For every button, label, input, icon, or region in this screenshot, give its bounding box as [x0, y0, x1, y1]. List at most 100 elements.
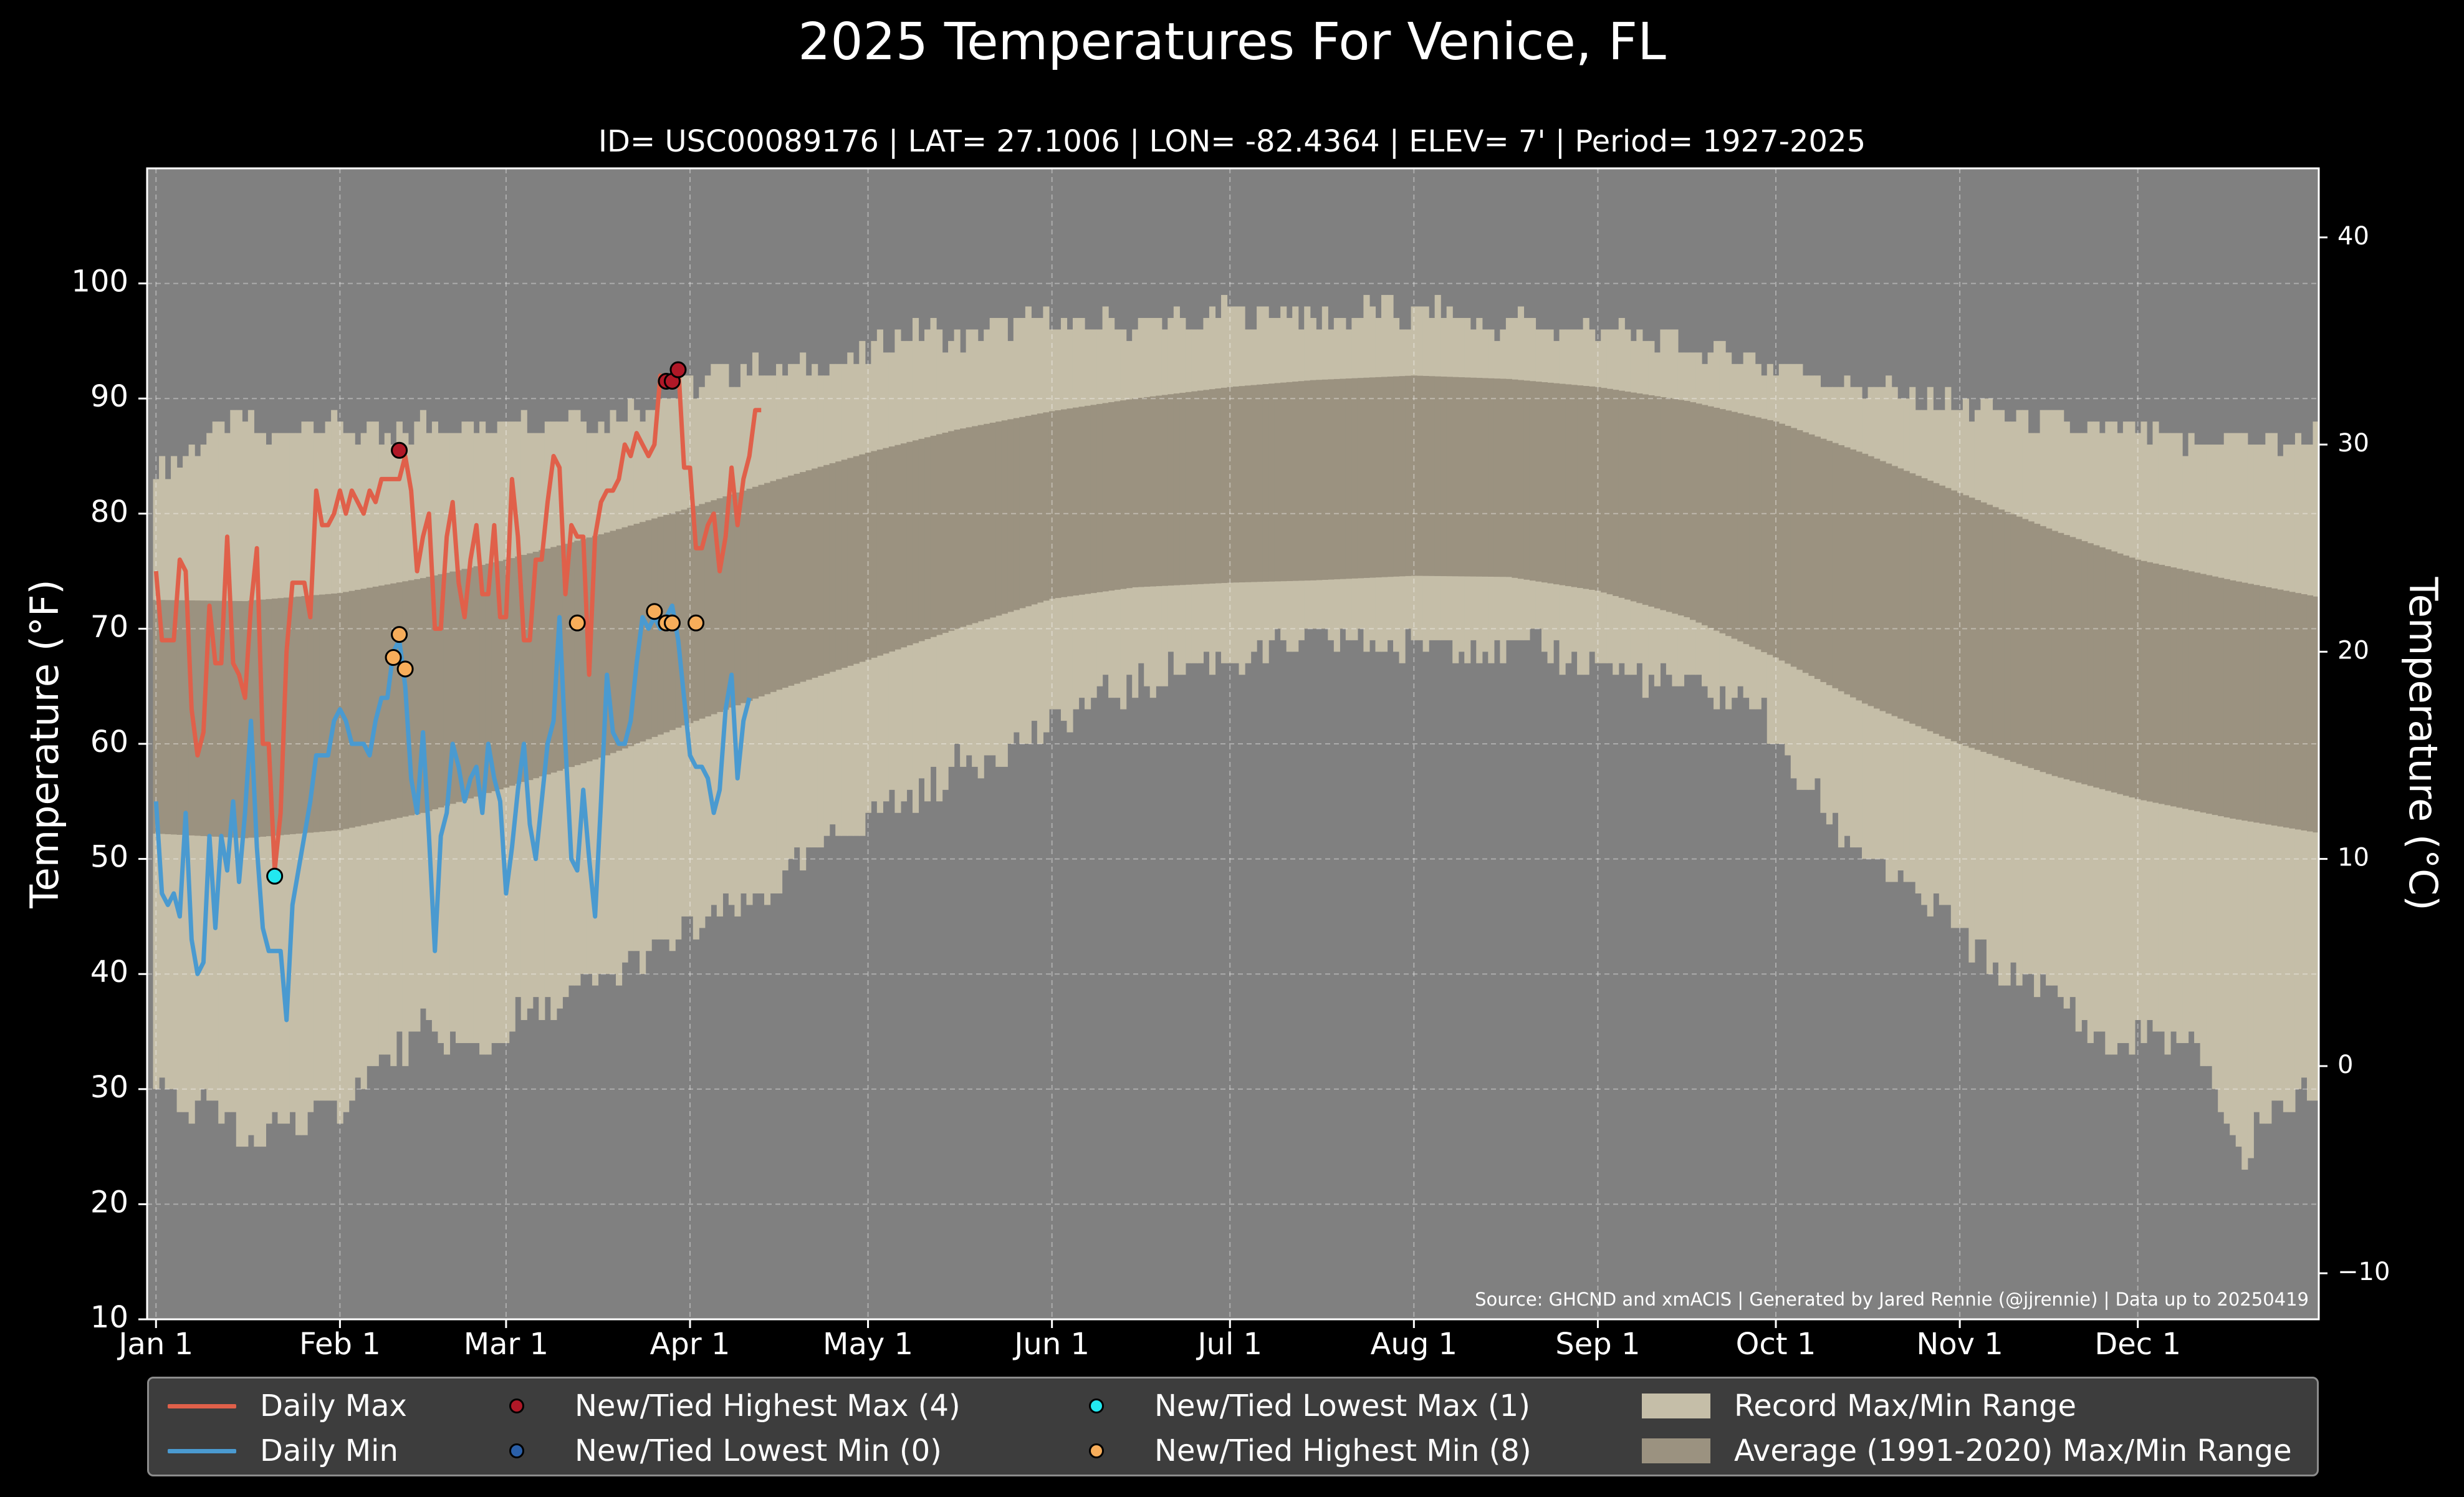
normal-range-bar [1672, 398, 1679, 614]
normal-range-bar [764, 483, 771, 695]
chart-subtitle: ID= USC00089176 | LAT= 27.1006 | LON= -8… [598, 124, 1866, 159]
normal-range-bar [455, 570, 463, 802]
normal-range-bar [734, 492, 741, 706]
normal-range-bar [1025, 415, 1032, 607]
normal-range-bar [1375, 377, 1382, 578]
normal-range-bar [835, 461, 842, 670]
normal-range-bar [1417, 375, 1424, 576]
daily-min-line [153, 604, 752, 1023]
x-tick-label: Oct 1 [1736, 1327, 1816, 1362]
y-tick-label: 40 [90, 955, 128, 989]
normal-range-bar [1968, 498, 1975, 748]
normal-range-bar [616, 529, 623, 751]
y-tick-label: 60 [90, 724, 128, 759]
normal-range-bar [355, 590, 362, 827]
normal-range-bar [1357, 378, 1364, 579]
normal-range-bar [865, 452, 871, 660]
normal-range-bar [628, 525, 635, 746]
normal-range-bar [331, 593, 338, 831]
normal-range-bar [2212, 576, 2218, 816]
normal-range-bar [788, 475, 795, 686]
normal-range-bar [888, 446, 896, 652]
normal-range-bar [295, 596, 302, 834]
normal-range-bar [1239, 386, 1245, 583]
normal-range-bar [1156, 395, 1162, 587]
normal-range-bar [1185, 392, 1192, 585]
normal-range-bar [1945, 488, 1952, 739]
normal-range-bar [883, 448, 889, 654]
normal-range-bar [1055, 410, 1062, 599]
normal-range-bar [2152, 563, 2159, 803]
normal-range-bar [1714, 407, 1720, 631]
normal-range-bar [693, 506, 699, 721]
normal-range-bar [829, 463, 836, 672]
normal-range-bar [1523, 380, 1530, 580]
normal-range-bar [1844, 447, 1851, 695]
normal-range-bar [1179, 392, 1186, 585]
normal-range-bar [960, 428, 967, 627]
normal-range-bar [2046, 528, 2053, 774]
normal-range-bar [2069, 537, 2076, 781]
normal-range-bar [1292, 382, 1299, 581]
normal-range-bar [1102, 403, 1109, 592]
y2-tick-label: −10 [2337, 1258, 2390, 1286]
normal-range-bar [176, 600, 183, 835]
normal-range-bar [1589, 386, 1596, 590]
normal-range-bar [2087, 543, 2094, 786]
normal-range-bar [254, 600, 261, 837]
legend-swatch-lowest-max [1089, 1398, 1104, 1413]
normal-range-bar [1695, 403, 1702, 623]
normal-range-bar [539, 550, 545, 777]
normal-range-bar [230, 600, 237, 838]
legend-item-daily-max: Daily Max [168, 1386, 407, 1426]
normal-range-bar [812, 468, 818, 678]
normal-range-bar [841, 460, 848, 668]
normal-range-bar [782, 477, 789, 688]
x-tick-label: Sep 1 [1555, 1327, 1640, 1362]
normal-range-bar [2206, 575, 2213, 814]
normal-range-bar [2170, 567, 2177, 807]
normal-range-bar [1565, 384, 1572, 587]
normal-range-bar [384, 584, 391, 821]
normal-range-bar [431, 575, 439, 809]
normal-range-bar [212, 600, 219, 837]
normal-range-bar [948, 431, 955, 631]
legend-item-highest-max: New/Tied Highest Max (4) [482, 1386, 961, 1426]
normal-range-bar [2117, 553, 2124, 794]
normal-range-bar [2051, 531, 2058, 776]
x-tick-label: Jul 1 [1196, 1327, 1262, 1362]
normal-range-bar [2230, 580, 2236, 819]
normal-range-bar [1654, 396, 1661, 609]
normal-range-bar [1796, 430, 1803, 670]
normal-range-bar [2176, 569, 2183, 808]
normal-range-bar [1992, 507, 1999, 756]
normal-range-bar [1215, 388, 1222, 584]
normal-range-bar [1553, 383, 1560, 585]
normal-range-bar [1606, 388, 1613, 595]
normal-range-bar [1879, 461, 1886, 711]
normal-range-bar [194, 600, 201, 836]
normal-range-bar [491, 562, 498, 791]
normal-range-bar [1517, 380, 1525, 579]
normal-range-bar [1274, 383, 1281, 582]
x-tick-label: Jan 1 [117, 1327, 193, 1362]
normal-range-bar [1381, 377, 1388, 577]
normal-range-bar [633, 524, 640, 744]
y-axis-label-left: Temperature (°F) [22, 579, 67, 908]
normal-range-bar [2040, 526, 2046, 773]
normal-range-bar [2271, 588, 2278, 826]
record-marker-highest-max [391, 441, 408, 459]
normal-range-bar [159, 600, 166, 834]
normal-range-bar [1814, 436, 1821, 680]
normal-range-bar [2294, 593, 2302, 830]
normal-range-bar [1630, 392, 1637, 602]
normal-range-bar [1666, 398, 1673, 612]
normal-range-bar [2253, 585, 2260, 823]
normal-range-bar [918, 438, 925, 642]
normal-range-bar [1500, 378, 1507, 577]
normal-range-bar [1909, 473, 1916, 724]
normal-range-bar [1476, 378, 1483, 577]
normal-range-bar [1962, 495, 1969, 746]
normal-range-bar [1048, 411, 1056, 599]
